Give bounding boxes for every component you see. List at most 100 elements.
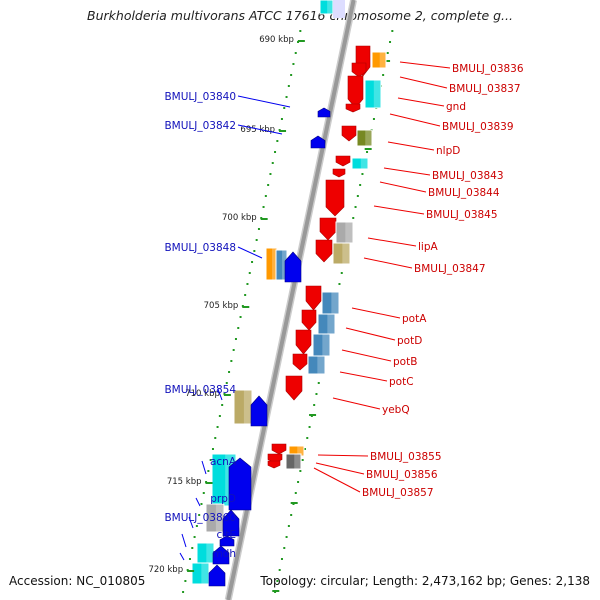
forward-gene-arrow [292, 353, 308, 371]
domain-box-shade [206, 543, 214, 563]
reverse-gene-arrow [219, 535, 235, 547]
left-gene-label: prpD [210, 493, 236, 505]
domain-box [285, 453, 302, 470]
forward-gene-arrow [332, 168, 346, 178]
kbp-tick [223, 394, 231, 396]
feature-track [191, 0, 387, 587]
tick-dot [306, 437, 309, 439]
tick-dot [193, 536, 196, 538]
tick-dot [253, 250, 256, 252]
right-gene-label: BMULJ_03837 [449, 83, 521, 95]
tick-dot [280, 118, 283, 120]
forward-gene-arrow [305, 285, 322, 311]
tick-dot [386, 52, 389, 54]
forward-gene-arrow [267, 460, 281, 469]
domain-box-shade [327, 0, 333, 14]
reverse-gene-arrow [250, 395, 268, 427]
right-gene-label: nlpD [436, 145, 460, 157]
tick-dot [299, 30, 302, 32]
right-leader-line [383, 167, 431, 176]
right-gene-label: BMULJ_03857 [362, 487, 434, 499]
tick-dot [313, 404, 316, 406]
kbp-label: 695 kbp [240, 125, 275, 135]
right-leader-line [345, 327, 396, 341]
major-tick [309, 414, 317, 416]
left-leader-line [237, 246, 263, 259]
forward-gene-arrow [341, 125, 357, 142]
accession-text: Accession: NC_010805 [9, 574, 146, 588]
right-leader-line [363, 257, 413, 269]
kbp-label: 715 kbp [167, 477, 202, 487]
tick-dot [218, 415, 221, 417]
tick-dot [274, 151, 277, 153]
reverse-gene-arrow [222, 509, 240, 537]
forward-gene-arrow [295, 329, 312, 355]
tick-dot [276, 580, 279, 582]
right-gene-label: BMULJ_03845 [426, 209, 498, 221]
tick-dot [184, 580, 187, 582]
domain-box-shade [201, 563, 209, 584]
tick-dot [359, 184, 362, 186]
tick-dot [207, 470, 210, 472]
tick-dot [299, 470, 302, 472]
kbp-label: 710 kbp [185, 389, 220, 399]
kbp-label: 700 kbp [222, 213, 257, 223]
right-gene-label: yebQ [382, 404, 410, 416]
tick-dot [308, 426, 311, 428]
tick-dot [200, 503, 203, 505]
tick-dot [294, 52, 297, 54]
right-leader-line [373, 205, 425, 215]
kbp-tick [205, 482, 213, 484]
left-gene-label: BMULJ_03860 [164, 512, 236, 524]
right-leader-line [387, 141, 435, 151]
domain-box-shade [272, 248, 277, 280]
tick-dot [354, 206, 357, 208]
tick-dot [391, 30, 394, 32]
right-gene-label: BMULJ_03856 [366, 469, 438, 481]
forward-gene-arrow [335, 155, 351, 167]
domain-box-shade [331, 292, 339, 314]
tick-dot [214, 437, 217, 439]
right-leader-line [341, 349, 392, 362]
tick-dot [283, 547, 286, 549]
tick-dot [287, 85, 290, 87]
domain-box [356, 129, 373, 147]
tick-dot [315, 393, 318, 395]
tick-dot [278, 569, 281, 571]
tick-dot [188, 558, 191, 560]
left-gene-label: citE [217, 529, 236, 541]
left-gene-label: BMULJ_03854 [164, 384, 236, 396]
left-leader-line [195, 497, 201, 507]
domain-box-shade [379, 52, 386, 68]
tick-dot [239, 316, 242, 318]
kbp-tick [260, 218, 268, 220]
major-tick [364, 148, 372, 150]
left-leader-line [188, 516, 194, 529]
tick-dot [290, 514, 293, 516]
tick-dot [267, 184, 270, 186]
tick-dot [280, 558, 283, 560]
tick-dot [338, 283, 341, 285]
domain-box [332, 242, 351, 265]
domain-box-shade [297, 446, 304, 456]
right-gene-label: BMULJ_03836 [452, 63, 524, 75]
reverse-gene-arrow [208, 564, 226, 587]
tick-dot [182, 591, 185, 593]
left-leader-line [181, 533, 187, 548]
tick-dot [262, 206, 265, 208]
domain-box-shade [342, 243, 350, 264]
domain-box [371, 51, 387, 69]
kbp-scale: 690 kbp 695 kbp 700 kbp 705 kbp 710 kbp 715 k… [148, 35, 305, 575]
tick-dot [389, 41, 392, 43]
tick-dot [287, 525, 290, 527]
topology-text: Topology: circular; Length: 2,473,162 bp… [260, 574, 590, 588]
domain-box [364, 79, 382, 109]
right-leader-line [332, 397, 381, 410]
tick-dot [234, 338, 237, 340]
tick-dot [244, 294, 247, 296]
domain-box [307, 355, 326, 375]
right-gene-label: BMULJ_03844 [428, 187, 500, 199]
right-gene-label: BMULJ_03847 [414, 263, 486, 275]
domain-box-shade [215, 504, 224, 532]
tick-dot [225, 382, 228, 384]
